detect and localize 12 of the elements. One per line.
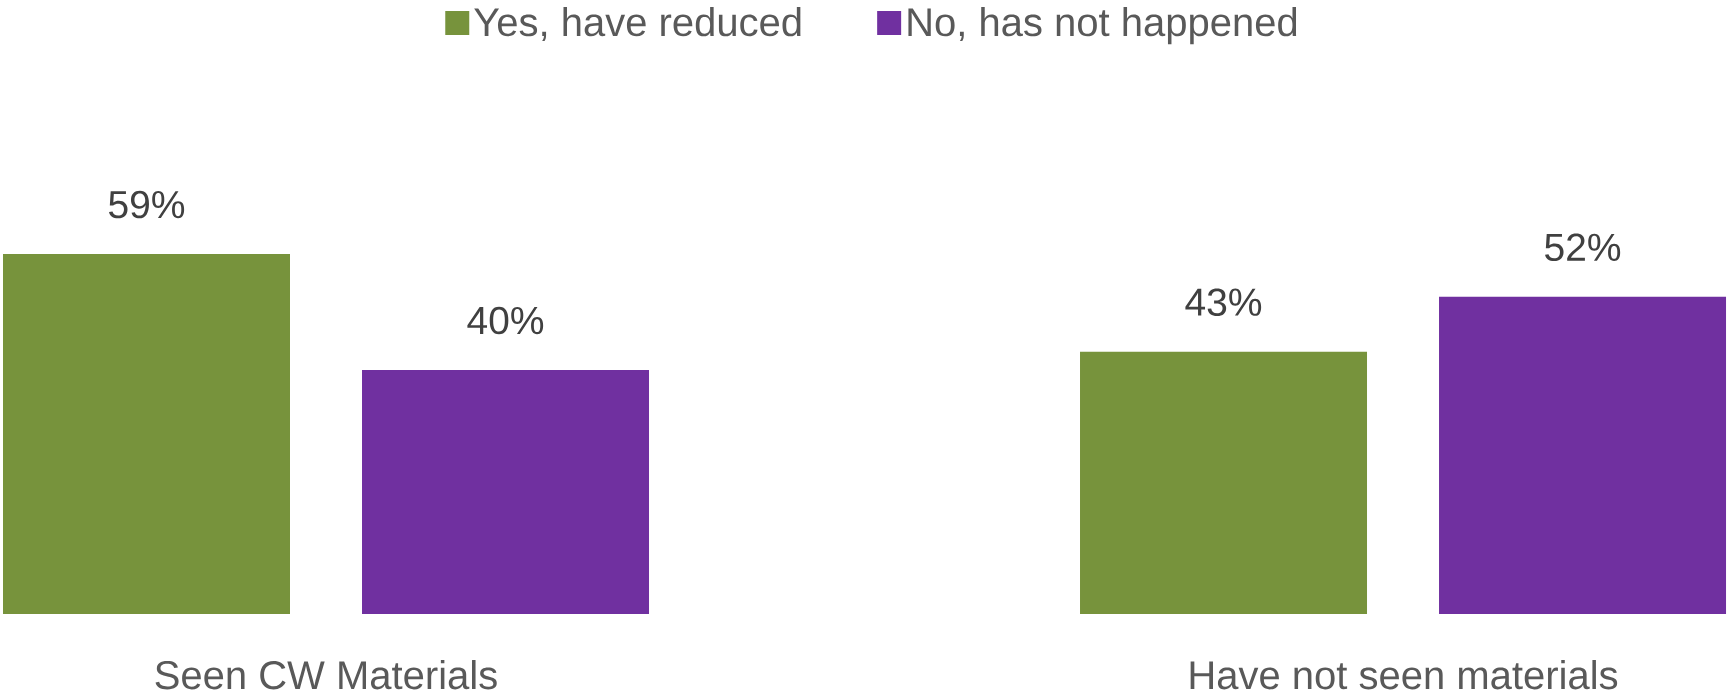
legend-label: Yes, have reduced (474, 6, 801, 42)
x-tick-label: Seen CW Materials (155, 660, 497, 690)
data-label: 59% (109, 190, 185, 219)
legend-label: No, has not happened (908, 6, 1297, 45)
bar (1080, 351, 1368, 614)
bar (1439, 296, 1727, 614)
data-label: 52% (1545, 233, 1621, 262)
bar (362, 369, 650, 614)
data-label: 40% (467, 306, 544, 335)
x-tick-label: Have not seen materials (1190, 660, 1618, 690)
data-label: 43% (1185, 288, 1262, 316)
bar (3, 254, 290, 614)
